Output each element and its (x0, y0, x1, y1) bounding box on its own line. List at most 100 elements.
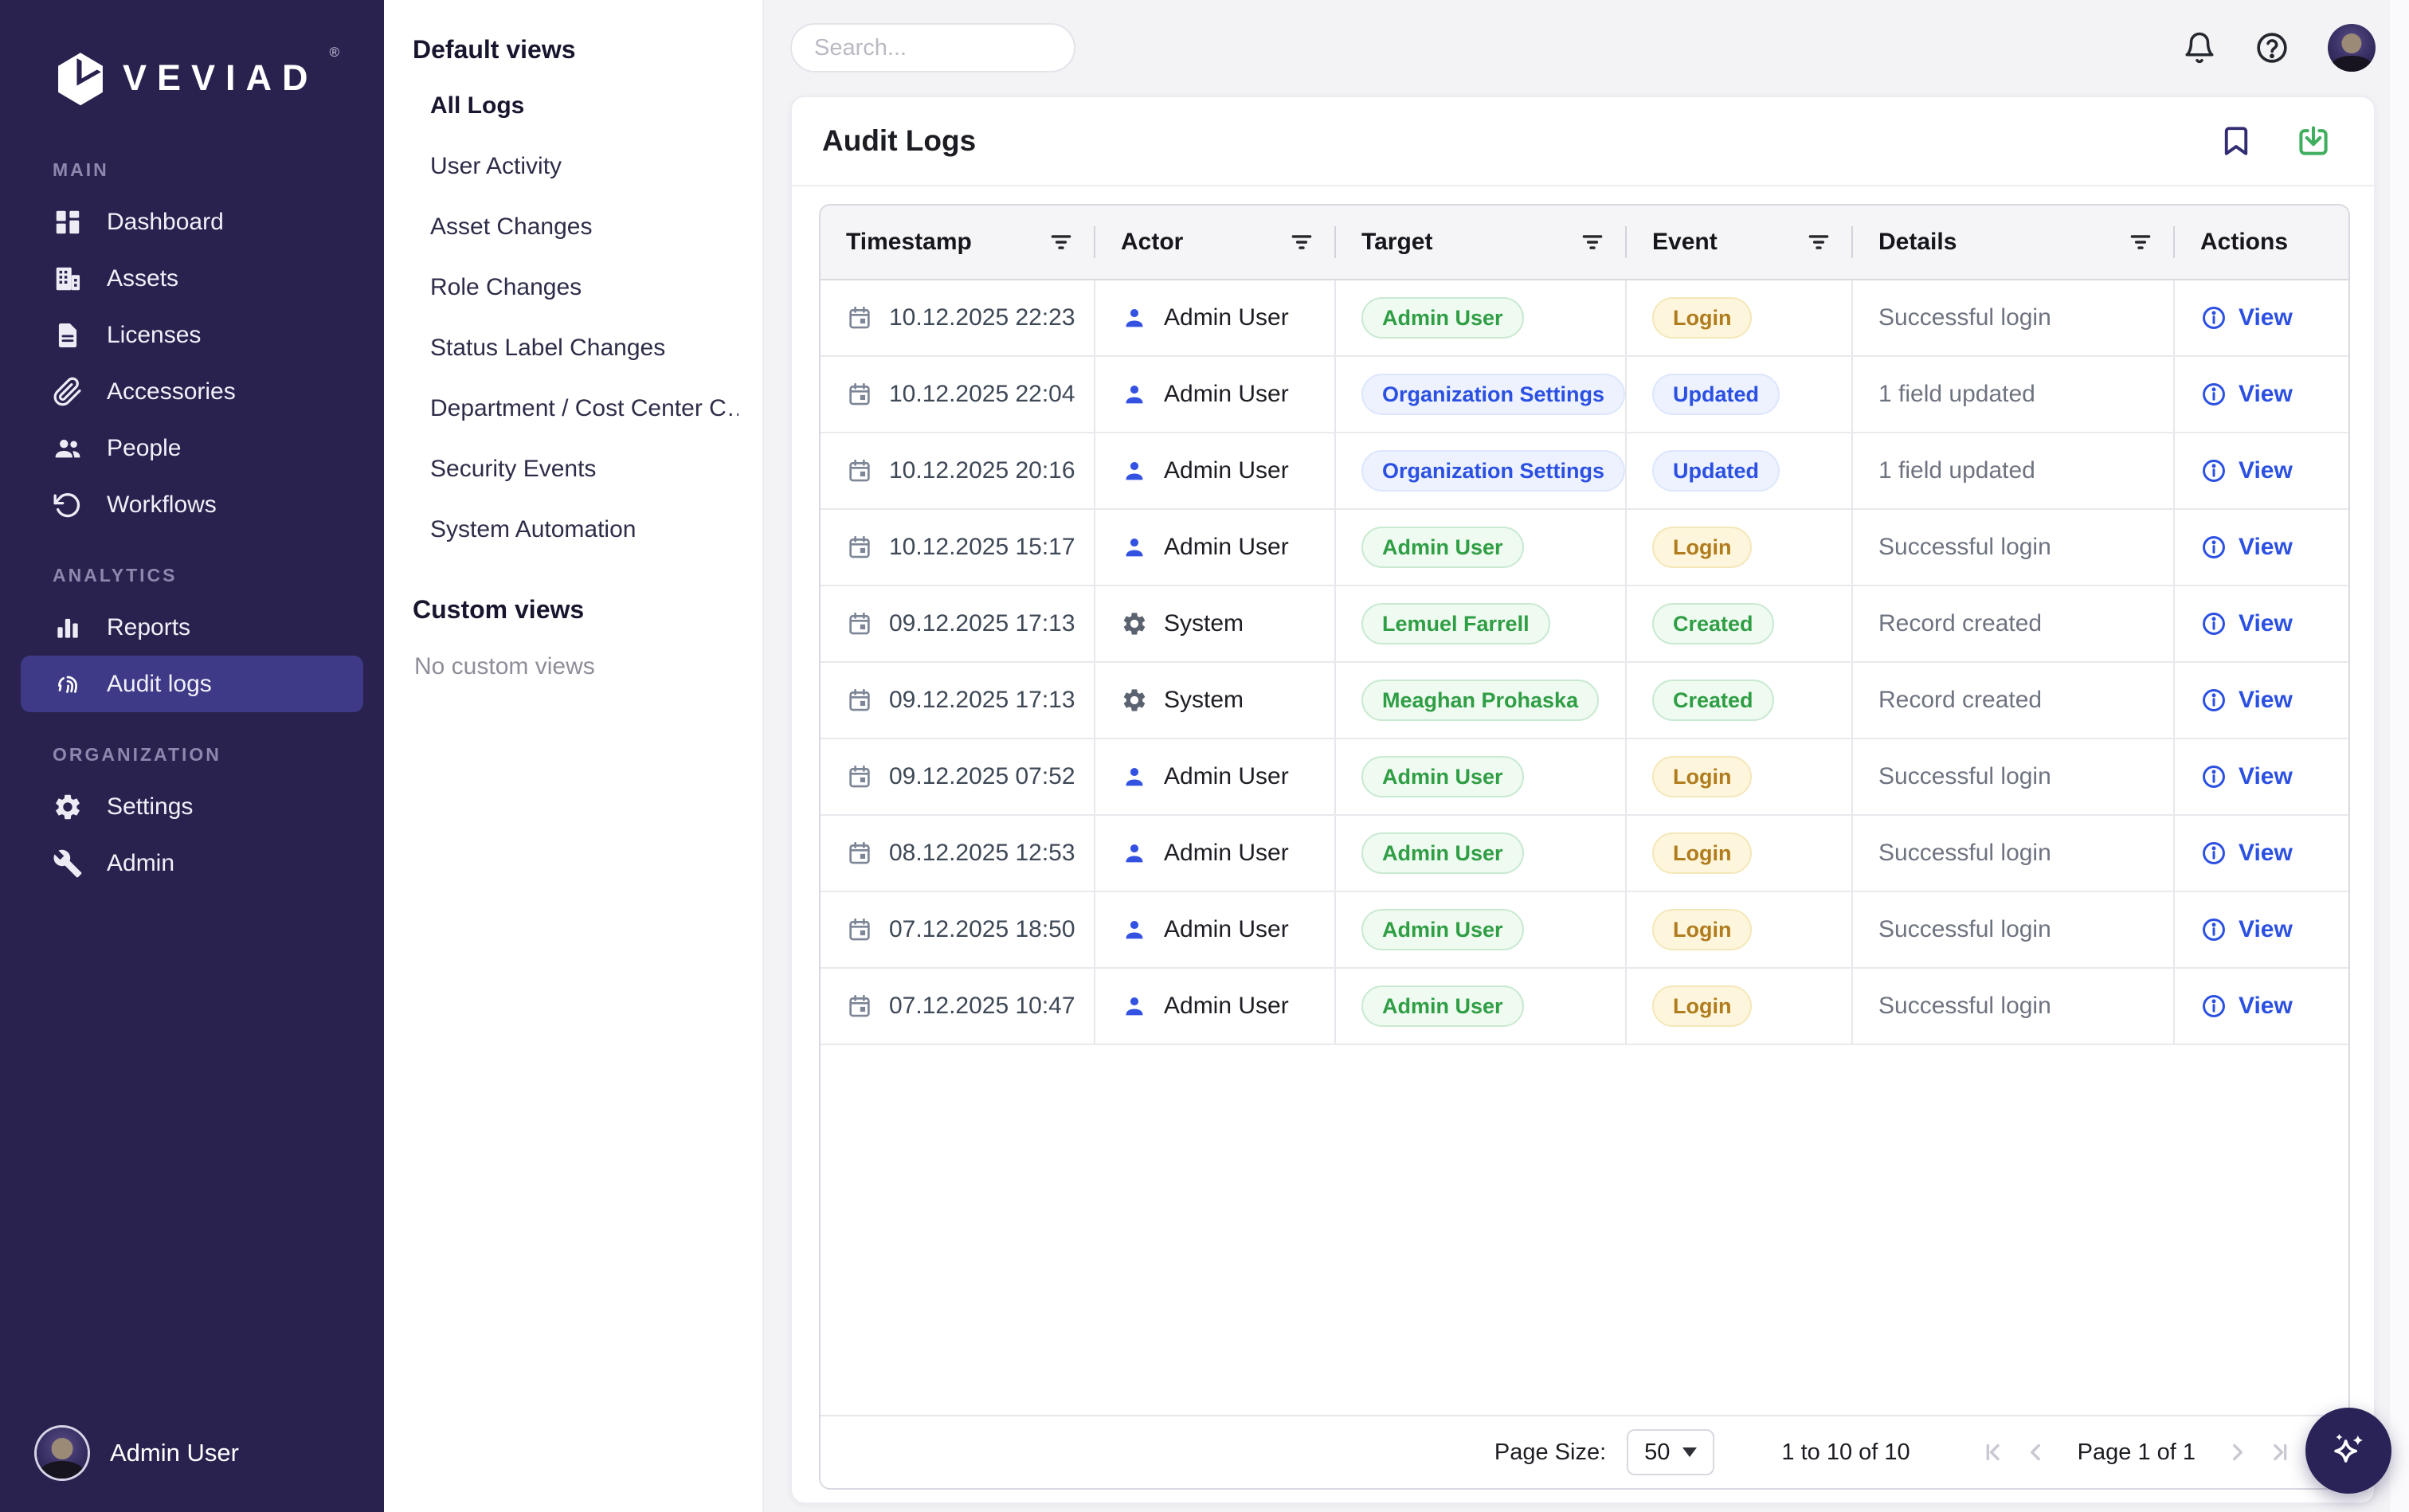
target-badge: Organization Settings (1361, 374, 1625, 415)
info-icon (2200, 610, 2227, 637)
sidebar-item-reports[interactable]: Reports (21, 599, 363, 656)
sidebar-item-audit-logs[interactable]: Audit logs (21, 656, 363, 712)
event-badge: Login (1652, 756, 1753, 797)
event-cell: Updated (1627, 433, 1853, 508)
topbar (790, 0, 2376, 96)
bookmark-icon (2224, 127, 2248, 155)
user-icon (1121, 534, 1148, 561)
sidebar-item-accessories[interactable]: Accessories (21, 363, 363, 420)
filter-icon[interactable] (1805, 229, 1832, 256)
help-button[interactable] (2254, 30, 2290, 65)
sidebar-item-admin[interactable]: Admin (21, 835, 363, 891)
sidebar-item-people[interactable]: People (21, 420, 363, 476)
user-icon (1121, 304, 1148, 331)
actor-name: System (1164, 687, 1244, 713)
calendar-icon (846, 687, 873, 714)
filter-icon[interactable] (1579, 229, 1606, 256)
view-item-all-logs[interactable]: All Logs (430, 92, 525, 119)
views-panel: Default views All Logs User Activity Asset… (384, 0, 764, 1512)
view-item-security-events[interactable]: Security Events (430, 456, 597, 482)
actions-cell: View (2175, 433, 2348, 508)
view-item-role-changes[interactable]: Role Changes (430, 274, 582, 300)
page-next-button[interactable] (2219, 1434, 2256, 1471)
view-action-link[interactable]: View (2200, 381, 2293, 408)
nav-section-main: MAIN Dashboard Assets Licenses Accessories Pe… (21, 159, 363, 533)
timestamp-value: 10.12.2025 20:16 (889, 457, 1075, 484)
topbar-actions (2183, 24, 2376, 72)
filter-icon[interactable] (2127, 229, 2154, 256)
page-size-select[interactable]: 50 (1627, 1429, 1715, 1475)
user-avatar (37, 1428, 88, 1479)
view-action-link[interactable]: View (2200, 457, 2293, 484)
details-text: Successful login (1878, 763, 2051, 789)
view-action-link[interactable]: View (2200, 840, 2293, 867)
sidebar-item-dashboard[interactable]: Dashboard (21, 194, 363, 250)
table-row: 10.12.2025 22:23 Admin User Admin User Logi… (821, 280, 2348, 357)
table-header-row: Timestamp Actor Target Event Details Actions (821, 206, 2348, 280)
filter-icon[interactable] (1048, 229, 1075, 256)
actor-cell: System (1095, 663, 1336, 738)
sidebar-item-settings[interactable]: Settings (21, 778, 363, 835)
bookmark-button[interactable] (2219, 124, 2253, 158)
target-cell: Admin User (1336, 510, 1627, 585)
column-label: Actions (2200, 229, 2289, 255)
details-text: Successful login (1878, 916, 2051, 942)
view-link-label: View (2239, 534, 2293, 560)
chevron-down-icon (1682, 1447, 1698, 1457)
licenses-icon (53, 320, 83, 351)
view-action-link[interactable]: View (2200, 304, 2293, 331)
view-action-link[interactable]: View (2200, 610, 2293, 637)
custom-views-empty-text: No custom views (414, 653, 595, 680)
notifications-bell-button[interactable] (2183, 31, 2216, 65)
view-action-link[interactable]: View (2200, 687, 2293, 714)
view-action-link[interactable]: View (2200, 993, 2293, 1020)
view-action-link[interactable]: View (2200, 534, 2293, 561)
footer-user-name: Admin User (110, 1439, 239, 1467)
view-item-department-cost-center-c[interactable]: Department / Cost Center C… (430, 395, 738, 421)
ai-assistant-fab[interactable] (2305, 1408, 2391, 1494)
main-content: Audit Logs Timesta (764, 0, 2409, 1512)
user-icon (1121, 840, 1148, 867)
export-download-button[interactable] (2296, 123, 2331, 159)
view-item-status-label-changes[interactable]: Status Label Changes (430, 335, 666, 361)
bell-icon (2185, 32, 2214, 64)
actor-name: Admin User (1164, 381, 1289, 407)
timestamp-value: 10.12.2025 22:04 (889, 381, 1075, 407)
view-action-link[interactable]: View (2200, 916, 2293, 943)
page-prev-button[interactable] (2017, 1434, 2054, 1471)
view-item-user-activity[interactable]: User Activity (430, 153, 562, 179)
sidebar-item-licenses[interactable]: Licenses (21, 307, 363, 363)
page-last-button[interactable] (2262, 1434, 2299, 1471)
event-badge: Created (1652, 603, 1774, 644)
table-row: 10.12.2025 15:17 Admin User Admin User Logi… (821, 510, 2348, 586)
view-item-asset-changes[interactable]: Asset Changes (430, 213, 593, 240)
page-first-button[interactable] (1974, 1434, 2011, 1471)
pagination-bar: Page Size: 50 1 to 10 of 10 Page 1 of (821, 1415, 2348, 1488)
timestamp-cell: 09.12.2025 07:52 (821, 739, 1095, 814)
default-views-header: Default views (413, 35, 576, 64)
event-badge: Login (1652, 985, 1753, 1027)
actions-cell: View (2175, 969, 2348, 1044)
user-icon (1121, 381, 1148, 408)
calendar-icon (846, 840, 873, 867)
settings-icon (53, 792, 83, 822)
actor-name: Admin User (1164, 534, 1289, 560)
event-cell: Login (1627, 892, 1853, 967)
sidebar-footer-user[interactable]: Admin User (0, 1428, 384, 1512)
details-cell: Successful login (1853, 969, 2175, 1044)
target-cell: Meaghan Prohaska (1336, 663, 1627, 738)
timestamp-cell: 07.12.2025 10:47 (821, 969, 1095, 1044)
actor-name: Admin User (1164, 457, 1289, 484)
details-cell: Record created (1853, 586, 2175, 661)
view-action-link[interactable]: View (2200, 763, 2293, 790)
filter-icon[interactable] (1288, 229, 1315, 256)
sidebar-item-workflows[interactable]: Workflows (21, 476, 363, 533)
view-item-system-automation[interactable]: System Automation (430, 516, 637, 543)
event-badge: Updated (1652, 374, 1780, 415)
profile-avatar[interactable] (2328, 24, 2376, 72)
sidebar-item-assets[interactable]: Assets (21, 250, 363, 307)
search-input[interactable] (790, 23, 1075, 72)
event-cell: Login (1627, 739, 1853, 814)
nav-section-label: ORGANIZATION (53, 744, 221, 765)
details-cell: Successful login (1853, 280, 2175, 355)
